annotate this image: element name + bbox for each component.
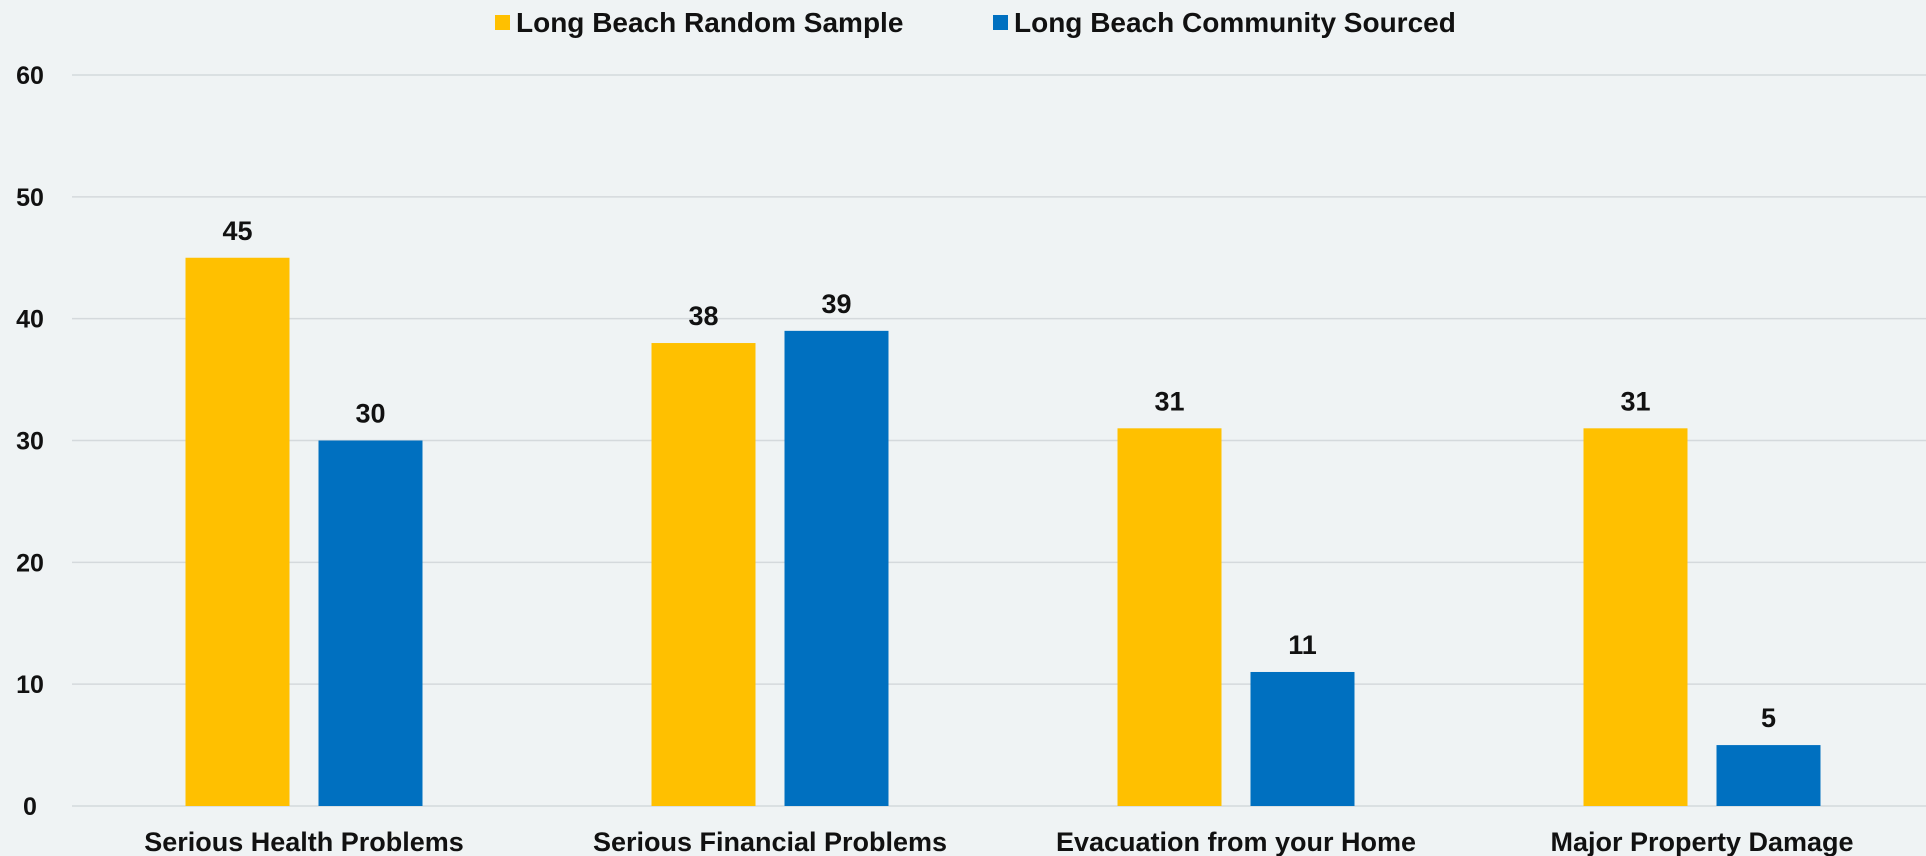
bar-series1-cat0	[318, 440, 423, 806]
data-label-series1-cat1: 39	[821, 289, 851, 319]
data-label-series0-cat2: 31	[1154, 386, 1184, 416]
y-tick-label: 60	[16, 62, 44, 90]
legend-label-1: Long Beach Community Sourced	[1014, 7, 1456, 38]
data-labels: 45 30 38 39 31 11 31 5	[222, 216, 1776, 733]
y-axis: 0 10 20 30 40 50 60	[16, 62, 44, 821]
bar-series1-cat1	[784, 330, 889, 806]
data-label-series1-cat0: 30	[355, 399, 385, 429]
y-tick-label: 0	[23, 793, 37, 821]
x-axis-categories: Serious Health Problems Serious Financial…	[144, 827, 1853, 856]
x-category-label: Major Property Damage	[1550, 827, 1853, 856]
x-category-label: Serious Health Problems	[144, 827, 464, 856]
bar-series1-cat2	[1250, 671, 1355, 806]
bar-series0-cat1	[651, 343, 756, 806]
data-label-series0-cat0: 45	[222, 216, 252, 246]
x-category-label: Serious Financial Problems	[593, 827, 947, 856]
y-tick-label: 30	[16, 428, 44, 456]
bar-series0-cat0	[185, 257, 290, 806]
data-label-series1-cat3: 5	[1761, 703, 1776, 733]
y-tick-label: 10	[16, 671, 44, 699]
y-tick-label: 40	[16, 306, 44, 334]
legend-swatch-0	[495, 15, 510, 30]
data-label-series1-cat2: 11	[1288, 630, 1317, 660]
legend-swatch-1	[993, 15, 1008, 30]
bar-series0-cat3	[1583, 428, 1688, 806]
bars	[185, 257, 1821, 806]
bar-series1-cat3	[1716, 745, 1821, 806]
legend-label-0: Long Beach Random Sample	[516, 7, 903, 38]
data-label-series0-cat3: 31	[1620, 386, 1650, 416]
data-label-series0-cat1: 38	[688, 301, 718, 331]
y-tick-label: 50	[16, 184, 44, 212]
bar-series0-cat2	[1117, 428, 1222, 806]
y-tick-label: 20	[16, 549, 44, 577]
x-category-label: Evacuation from your Home	[1056, 827, 1416, 856]
legend: Long Beach Random Sample Long Beach Commu…	[495, 7, 1456, 38]
